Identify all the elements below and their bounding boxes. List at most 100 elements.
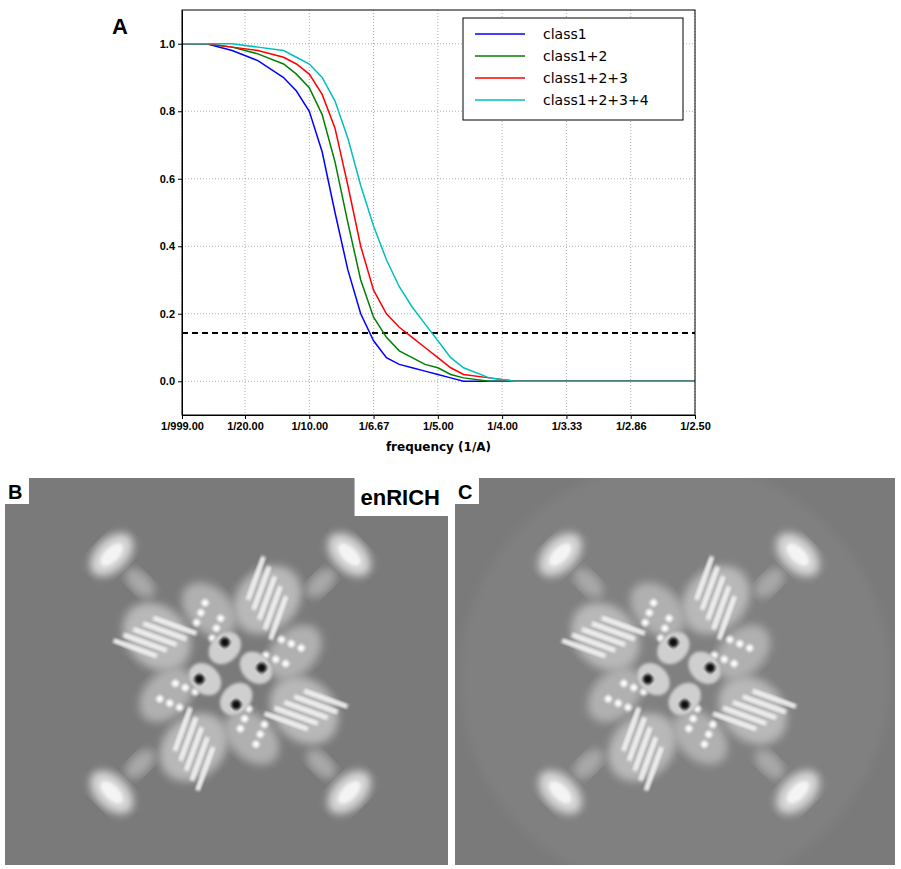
x-tick-label: 1/5.00: [423, 420, 454, 432]
density-dot: [729, 659, 739, 669]
y-tick: 0.6: [160, 173, 182, 185]
density-lobe: [783, 540, 813, 570]
x-tick-mark: [374, 415, 375, 419]
y-tick-mark: [178, 246, 182, 247]
density-lobe: [783, 777, 813, 807]
density-dot: [629, 683, 639, 693]
density-arm: [64, 642, 269, 847]
x-axis: 1/999.001/20.001/10.001/6.671/5.001/4.00…: [161, 415, 711, 432]
y-axis-line: [182, 11, 183, 416]
density-dot: [165, 698, 175, 708]
density-dark: [255, 661, 269, 675]
image-panel: BenRICH: [5, 478, 448, 865]
y-tick: 0.2: [160, 308, 182, 320]
y-tick-label: 1.0: [160, 38, 175, 50]
density-dot: [155, 694, 165, 704]
grid-line-x: [373, 10, 374, 415]
legend: class1class1+2class1+2+3class1+2+3+4: [463, 18, 683, 120]
density-helix: [264, 711, 309, 731]
density-dot: [735, 639, 745, 649]
legend-swatch: [475, 99, 525, 101]
fsc-curve: [182, 44, 695, 382]
panel-letter-patch: [455, 478, 479, 504]
density-arm: [648, 636, 853, 841]
image-background: [5, 478, 448, 865]
y-tick: 0.8: [160, 105, 182, 117]
density-dot: [660, 623, 670, 633]
density-dot: [613, 698, 623, 708]
legend-swatch: [475, 77, 525, 79]
density-dot: [700, 739, 710, 749]
density-dot: [286, 639, 296, 649]
grid-line-x: [245, 10, 246, 415]
density-lobe: [334, 540, 364, 570]
plot-frame: [182, 10, 695, 415]
density-core: [651, 625, 696, 670]
density-dot: [745, 643, 755, 653]
density-dot: [192, 618, 202, 628]
x-tick-label: 1/6.67: [359, 420, 390, 432]
density-dot: [196, 608, 206, 618]
x-tick: 1/5.00: [423, 415, 454, 432]
density-arm: [199, 636, 404, 841]
density-dark: [678, 698, 692, 712]
density-dot: [271, 654, 281, 664]
y-tick-label: 0.0: [160, 375, 175, 387]
y-tick-label: 0.4: [160, 240, 176, 252]
chart-a: 1/999.001/20.001/10.001/6.671/5.001/4.00…: [112, 10, 711, 454]
density-dark: [229, 698, 243, 712]
density-dot: [216, 613, 226, 623]
legend-label: class1+2+3: [543, 70, 628, 86]
x-tick: 1/2.86: [616, 415, 647, 432]
panel-letter-patch: [5, 478, 29, 504]
x-tick-mark: [631, 415, 632, 419]
density-helix: [601, 615, 646, 635]
density-dot: [688, 714, 698, 724]
density-lobe: [545, 777, 575, 807]
y-tick-label: 0.6: [160, 173, 175, 185]
density-dot: [619, 678, 629, 688]
legend-box: [463, 18, 683, 120]
density-helix: [621, 707, 641, 752]
density-linker: [301, 744, 341, 784]
density-dot: [719, 654, 729, 664]
grid-line-y: [182, 246, 695, 247]
density-linker: [569, 563, 609, 603]
plot-background: [182, 10, 695, 415]
density-arm: [57, 507, 262, 712]
x-tick: 1/6.67: [359, 415, 390, 432]
x-tick: 1/2.50: [680, 415, 711, 432]
density-dot: [211, 623, 221, 633]
image-mask: [460, 478, 890, 865]
density-dot: [603, 694, 613, 704]
y-tick-mark: [178, 314, 182, 315]
density-dot: [235, 724, 245, 734]
density-dot: [644, 608, 654, 618]
density-dot: [251, 739, 261, 749]
density-dot: [684, 724, 694, 734]
density-dot: [175, 702, 185, 712]
density-linker: [569, 744, 609, 784]
y-tick-mark: [178, 381, 182, 382]
density-dot: [259, 719, 269, 729]
x-tick-mark: [502, 415, 503, 419]
x-tick-mark: [566, 415, 567, 419]
image-panel: C: [455, 463, 895, 869]
density-dot: [640, 618, 650, 628]
x-tick-mark: [245, 415, 246, 419]
density-lobe: [334, 777, 364, 807]
x-tick: 1/20.00: [227, 415, 264, 432]
x-tick: 1/3.33: [552, 415, 583, 432]
x-tick-mark: [695, 415, 696, 419]
y-tick-label: 0.8: [160, 105, 175, 117]
density-linker: [750, 744, 790, 784]
density-dot: [704, 729, 714, 739]
plot-marks: [182, 44, 695, 382]
image-label-patch: [355, 478, 448, 516]
density-dark: [192, 672, 206, 686]
x-tick-label: 1/999.00: [161, 420, 204, 432]
x-tick-mark: [438, 415, 439, 419]
y-tick-mark: [178, 179, 182, 180]
legend-label: class1+2: [543, 48, 607, 64]
grid-line-x: [309, 10, 310, 415]
